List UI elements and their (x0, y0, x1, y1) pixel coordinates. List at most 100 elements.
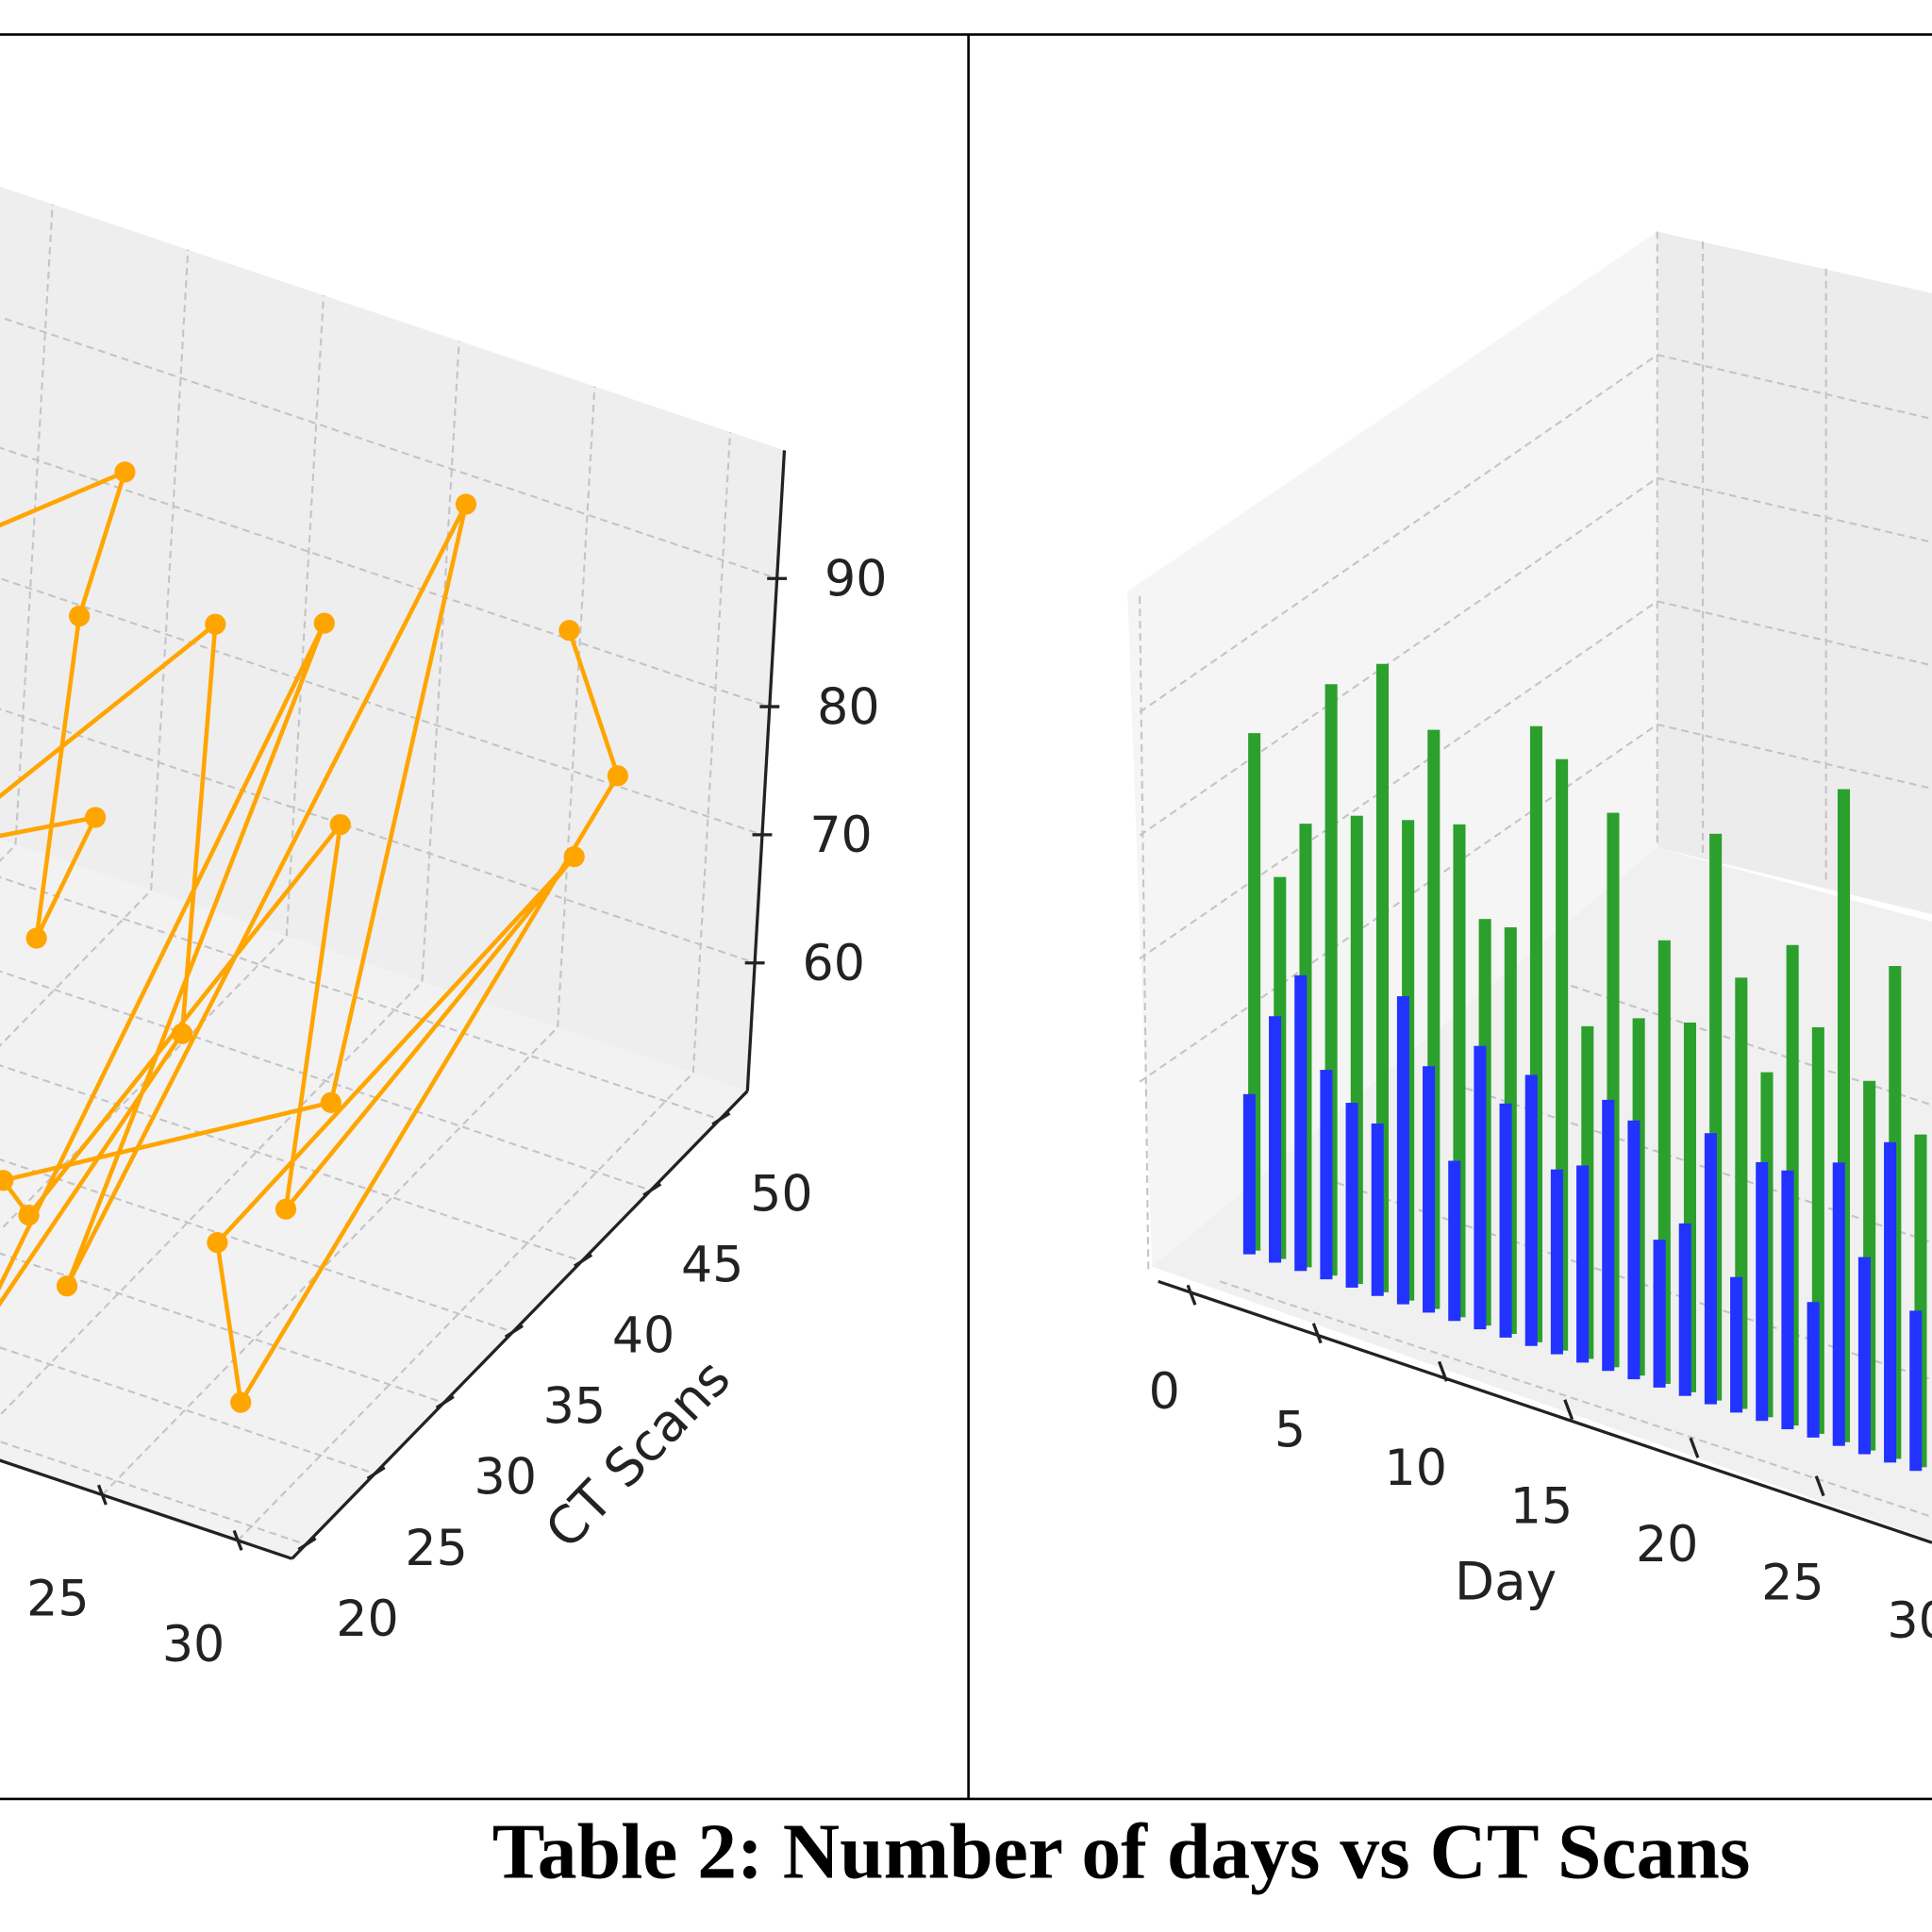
gridline (285, 295, 325, 937)
x-tick-label: 30 (1887, 1593, 1932, 1650)
y-tick (366, 1466, 386, 1480)
bar-blue (1857, 1257, 1871, 1455)
y-tick (504, 1324, 524, 1339)
bar-blue (1269, 1016, 1282, 1263)
x-tick-label: 30 (162, 1617, 225, 1674)
gridline (150, 249, 190, 891)
gridline (0, 1064, 583, 1262)
bar-blue (1371, 1123, 1384, 1296)
x-tick (232, 1529, 243, 1551)
z-tick-label: 70 (809, 808, 872, 864)
x-tick (1563, 1399, 1574, 1421)
gridline (0, 970, 652, 1191)
y-tick (574, 1253, 593, 1268)
bar-blue (1884, 1141, 1897, 1463)
data-point (607, 765, 628, 787)
gridline (0, 875, 721, 1121)
z-tick-label: 80 (817, 679, 879, 736)
x-tick (1311, 1323, 1323, 1344)
gridline (0, 1441, 307, 1546)
gridline (0, 1252, 444, 1405)
gridline (1219, 1280, 1932, 1519)
gridline (1139, 596, 1150, 1270)
bar-blue (1396, 996, 1409, 1305)
y-tick (297, 1537, 317, 1551)
bar-blue (1832, 1162, 1845, 1446)
y-tick-label: 45 (681, 1237, 743, 1293)
bar-blue (1448, 1160, 1461, 1322)
x-axis (1158, 1279, 1932, 1544)
data-point (25, 927, 47, 949)
bar-blue (1704, 1133, 1717, 1405)
data-point (0, 1170, 14, 1191)
x-tick (1438, 1360, 1448, 1382)
y-tick-label: 25 (405, 1521, 467, 1577)
y-tick-label: 20 (336, 1591, 398, 1648)
bar-blue (1602, 1099, 1615, 1372)
gridline (0, 1158, 513, 1333)
bar-blue (1678, 1223, 1691, 1396)
gridline (421, 341, 460, 982)
data-point (56, 1275, 78, 1297)
y-tick (642, 1182, 662, 1197)
x-tick (1814, 1475, 1825, 1497)
y-tick-label: 30 (475, 1450, 537, 1507)
x-tick (1186, 1284, 1197, 1306)
gridline (1657, 354, 1932, 421)
y-tick (435, 1395, 455, 1409)
bar-blue (1756, 1161, 1769, 1422)
gridline (0, 890, 152, 1047)
x-tick-label: 25 (1761, 1555, 1824, 1611)
bar-blue (1294, 974, 1307, 1272)
bar-blue (1423, 1066, 1436, 1313)
data-point (313, 612, 335, 634)
gridline (0, 980, 424, 1417)
y-tick-label: 40 (612, 1307, 675, 1364)
y-tick (711, 1111, 731, 1126)
gridline (101, 1026, 558, 1496)
bar-blue (1627, 1120, 1641, 1380)
data-point (563, 846, 585, 868)
z-axis (745, 450, 787, 1091)
gridline (1139, 600, 1658, 960)
x-tick (1689, 1437, 1700, 1458)
bar-blue (1730, 1276, 1743, 1413)
gridline (1139, 476, 1658, 837)
x-tick-label: 5 (1274, 1402, 1306, 1458)
bar-blue (1499, 1103, 1512, 1338)
bar-blue (1524, 1074, 1538, 1346)
bar-blue (1550, 1169, 1563, 1355)
x-tick-label: 25 (26, 1572, 89, 1628)
bar-blue (1653, 1240, 1666, 1388)
bar-blue (1807, 1302, 1820, 1438)
y-tick-label: 35 (543, 1379, 606, 1436)
data-point (18, 1204, 40, 1226)
bar-blue (1320, 1070, 1333, 1280)
gridline (1657, 600, 1932, 667)
data-point (230, 1391, 252, 1413)
y-axis (291, 1090, 749, 1560)
gridline (1657, 476, 1932, 543)
x-tick-label: 10 (1385, 1441, 1447, 1497)
gridline (557, 386, 596, 1027)
data-point (207, 1231, 228, 1254)
gridline (1657, 723, 1932, 790)
z-tick-label: 90 (824, 552, 887, 608)
data-point (84, 807, 107, 828)
data-point (171, 1023, 193, 1044)
z-tick-label: 60 (802, 936, 864, 992)
data-point (558, 620, 580, 641)
gridline (691, 431, 732, 1074)
bar-blue (1576, 1165, 1590, 1363)
y-tick-label: 50 (750, 1166, 812, 1223)
bar-chart-3d: 0 5 10 15 20 25 30 Day (1127, 231, 1932, 1650)
bar-blue (1474, 1045, 1487, 1330)
data-point (205, 613, 226, 635)
figure-caption: Table 2: Number of days vs CT Scans (492, 1809, 1751, 1896)
x-axis (0, 1458, 293, 1560)
gridline (14, 204, 54, 845)
x-tick-label: 15 (1510, 1478, 1573, 1535)
bar-blue (1345, 1103, 1358, 1288)
gridline (0, 316, 777, 580)
